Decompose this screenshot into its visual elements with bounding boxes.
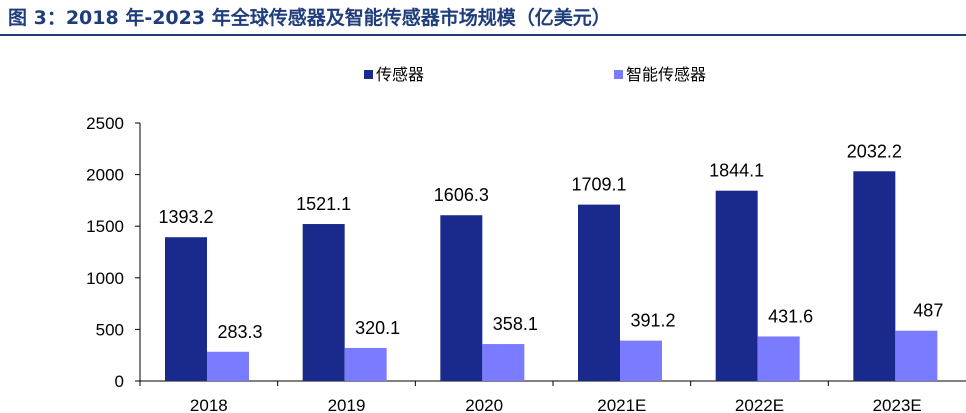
- x-tick-label: 2023E: [873, 396, 922, 413]
- data-label: 1844.1: [709, 161, 764, 181]
- bar-sensor: [578, 204, 620, 381]
- legend-swatch: [614, 70, 623, 79]
- bar-smart-sensor: [895, 330, 938, 381]
- bar-sensor: [302, 224, 345, 381]
- y-tick-label: 500: [96, 320, 124, 339]
- data-labels: 1393.2 283.3 1521.1 320.1 1606.3 358.1 1709.1 3…: [158, 141, 943, 341]
- legend: 传感器 智能传感器: [364, 65, 706, 84]
- x-tick-label: 2019: [328, 396, 366, 413]
- bar-sensor: [165, 237, 207, 381]
- bar-sensor: [440, 215, 483, 381]
- data-label: 2032.2: [847, 141, 902, 161]
- bar-smart-sensor: [344, 347, 387, 381]
- x-tick-label: 2022E: [735, 396, 784, 413]
- legend-label: 传感器: [376, 65, 424, 84]
- x-tick-label: 2021E: [597, 396, 646, 413]
- bar-smart-sensor: [482, 344, 525, 381]
- y-tick-label: 0: [115, 372, 124, 391]
- bar-smart-sensor: [620, 340, 662, 381]
- data-label: 320.1: [355, 318, 400, 338]
- bar-sensor: [715, 190, 758, 381]
- y-tick-label: 1500: [86, 217, 124, 236]
- data-label: 431.6: [768, 306, 813, 326]
- bar-smart-sensor: [207, 351, 249, 381]
- data-label: 391.2: [630, 311, 675, 331]
- legend-swatch: [364, 70, 373, 79]
- bars: [165, 171, 938, 381]
- data-label: 1709.1: [571, 175, 626, 195]
- data-label: 358.1: [493, 314, 538, 334]
- y-tick-label: 1000: [86, 269, 124, 288]
- y-tick-label: 2500: [86, 114, 124, 133]
- y-axis: 0 500 1000 1500 2000 2500: [86, 114, 141, 391]
- data-label: 1606.3: [434, 185, 489, 205]
- data-label: 1393.2: [158, 207, 213, 227]
- data-label: 283.3: [217, 322, 262, 342]
- bar-smart-sensor: [757, 336, 800, 381]
- legend-label: 智能传感器: [626, 65, 706, 84]
- x-tick-label: 2020: [465, 396, 503, 413]
- bar-sensor: [853, 171, 896, 381]
- x-tick-label: 2018: [190, 396, 228, 413]
- figure-title: 图 3：2018 年-2023 年全球传感器及智能传感器市场规模（亿美元）: [0, 0, 966, 36]
- x-axis: 2018 2019 2020 2021E 2022E 2023E: [139, 380, 966, 413]
- data-label: 1521.1: [296, 194, 351, 214]
- y-tick-label: 2000: [86, 166, 124, 185]
- data-label: 487: [913, 301, 943, 321]
